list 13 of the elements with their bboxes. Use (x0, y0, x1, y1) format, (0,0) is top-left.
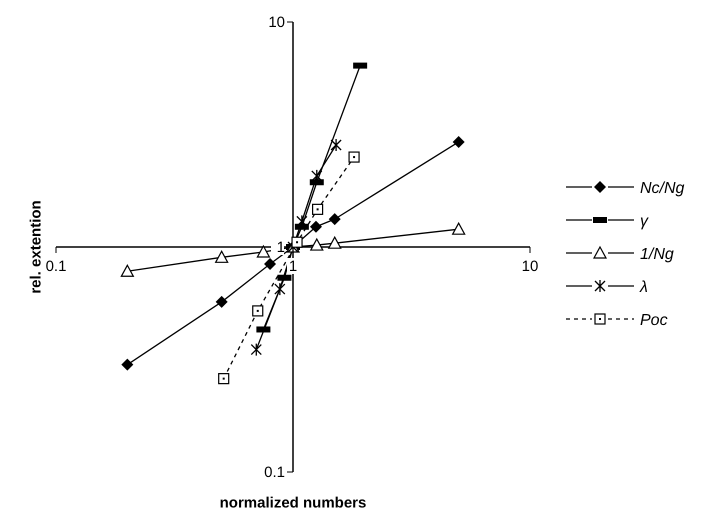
x-tick-label: 1 (288, 258, 298, 275)
legend-label: 1/Ng (640, 246, 674, 263)
legend-label: Nc/Ng (640, 180, 685, 197)
y-tick-label: 0.1 (264, 464, 285, 481)
x-tick-label: 10 (522, 258, 538, 275)
x-axis-title: normalized numbers (220, 494, 366, 512)
y-tick-label: 1 (276, 239, 285, 256)
legend-label: Poc (640, 312, 668, 329)
legend-label: λ (639, 279, 648, 296)
x-tick-label: 0.1 (46, 258, 66, 275)
y-tick-label: 10 (268, 14, 285, 31)
y-axis-title: rel. extention (27, 200, 44, 294)
legend-label: γ (640, 213, 649, 230)
